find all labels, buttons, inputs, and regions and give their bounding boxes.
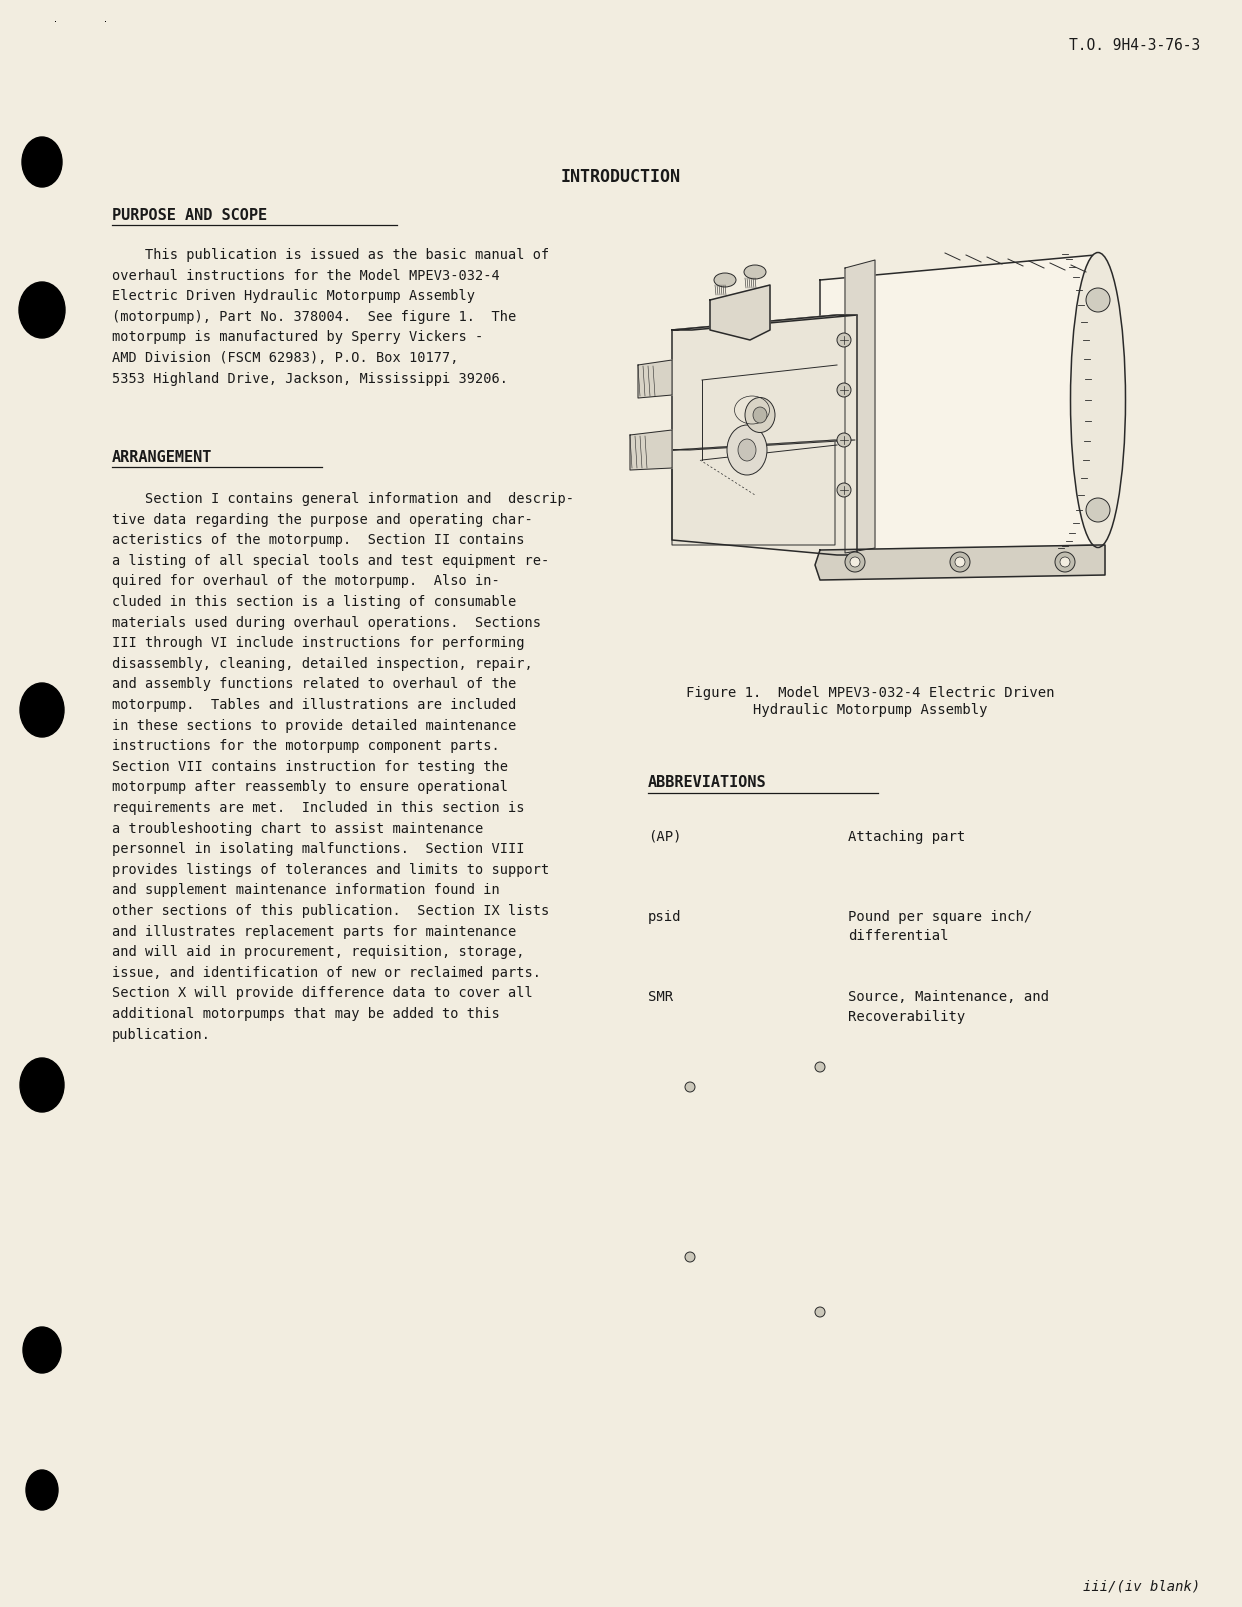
- Ellipse shape: [738, 439, 756, 461]
- Circle shape: [686, 1082, 696, 1093]
- Circle shape: [815, 1306, 825, 1318]
- Text: Pound per square inch/
differential: Pound per square inch/ differential: [848, 910, 1032, 943]
- Text: ARRANGEMENT: ARRANGEMENT: [112, 450, 212, 464]
- Circle shape: [686, 1252, 696, 1261]
- Text: SMR: SMR: [648, 990, 673, 1004]
- Circle shape: [1086, 288, 1110, 312]
- Text: psid: psid: [648, 910, 682, 924]
- Circle shape: [837, 382, 851, 397]
- Ellipse shape: [1071, 252, 1125, 548]
- Circle shape: [955, 558, 965, 567]
- Text: Attaching part: Attaching part: [848, 829, 965, 844]
- Text: This publication is issued as the basic manual of
overhaul instructions for the : This publication is issued as the basic …: [112, 247, 549, 386]
- Circle shape: [837, 333, 851, 347]
- Circle shape: [1054, 551, 1076, 572]
- Ellipse shape: [714, 273, 737, 288]
- Circle shape: [850, 558, 859, 567]
- Polygon shape: [820, 256, 1095, 554]
- Text: Source, Maintenance, and
Recoverability: Source, Maintenance, and Recoverability: [848, 990, 1049, 1024]
- Circle shape: [845, 551, 864, 572]
- Ellipse shape: [745, 397, 775, 432]
- Text: T.O. 9H4-3-76-3: T.O. 9H4-3-76-3: [1069, 39, 1200, 53]
- Text: Hydraulic Motorpump Assembly: Hydraulic Motorpump Assembly: [753, 702, 987, 717]
- Polygon shape: [638, 360, 672, 399]
- Text: INTRODUCTION: INTRODUCTION: [561, 169, 681, 186]
- Polygon shape: [630, 431, 672, 469]
- Polygon shape: [672, 440, 854, 450]
- Ellipse shape: [19, 281, 65, 337]
- Circle shape: [837, 484, 851, 497]
- Polygon shape: [672, 315, 857, 329]
- Ellipse shape: [26, 1470, 58, 1511]
- Text: Figure 1.  Model MPEV3-032-4 Electric Driven: Figure 1. Model MPEV3-032-4 Electric Dri…: [686, 686, 1054, 701]
- Ellipse shape: [20, 1057, 65, 1112]
- Circle shape: [950, 551, 970, 572]
- Polygon shape: [672, 440, 835, 545]
- Ellipse shape: [753, 407, 768, 423]
- Ellipse shape: [727, 424, 768, 476]
- Ellipse shape: [744, 265, 766, 280]
- Ellipse shape: [22, 137, 62, 186]
- Text: PURPOSE AND SCOPE: PURPOSE AND SCOPE: [112, 207, 267, 223]
- Polygon shape: [815, 545, 1105, 580]
- Circle shape: [1086, 498, 1110, 522]
- Polygon shape: [710, 284, 770, 341]
- Text: ABBREVIATIONS: ABBREVIATIONS: [648, 775, 766, 791]
- Circle shape: [815, 1062, 825, 1072]
- Circle shape: [1059, 558, 1071, 567]
- Text: Section I contains general information and  descrip-
tive data regarding the pur: Section I contains general information a…: [112, 492, 574, 1041]
- Polygon shape: [672, 315, 857, 554]
- Ellipse shape: [24, 1327, 61, 1372]
- Ellipse shape: [20, 683, 65, 738]
- Circle shape: [837, 432, 851, 447]
- Text: (AP): (AP): [648, 829, 682, 844]
- Polygon shape: [845, 260, 876, 553]
- Text: iii/(iv blank): iii/(iv blank): [1083, 1580, 1200, 1594]
